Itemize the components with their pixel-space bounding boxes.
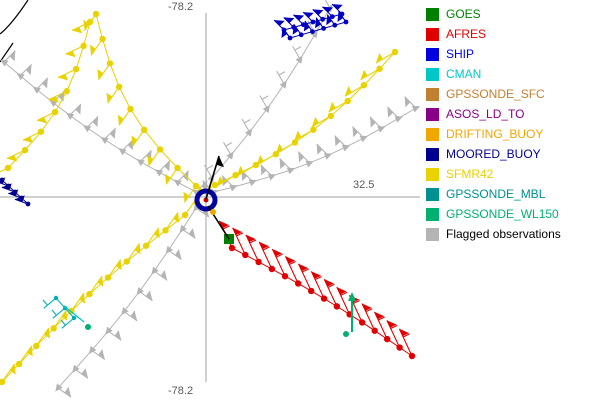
legend-swatch-icon	[426, 188, 439, 201]
legend-swatch-icon	[426, 208, 439, 221]
legend-label: Flagged observations	[446, 227, 561, 241]
observation-plot-svg[interactable]	[0, 0, 420, 400]
legend-swatch-icon	[426, 108, 439, 121]
moored-buoy-center	[194, 188, 218, 212]
longitude-label-top: -78.2	[168, 1, 194, 13]
legend-swatch-icon	[426, 148, 439, 161]
track-sfmr42-arc-top-right	[195, 48, 399, 197]
legend-label: DRIFTING_BUOY	[446, 127, 544, 141]
legend-label: SHIP	[446, 47, 475, 61]
legend: GOES AFRES SHIP CMAN GPSSONDE_SFC ASOS_LD_TO D…	[426, 8, 561, 241]
legend-label: GPSSONDE_SFC	[446, 87, 545, 101]
gpssonde-wl150-dot-right	[343, 331, 349, 337]
longitude-label-bottom: -78.2	[168, 385, 194, 397]
track-gpssonde-mbl-lower-left	[42, 295, 77, 329]
station-markers	[63, 155, 356, 337]
legend-label: ASOS_LD_TO	[446, 107, 525, 121]
track-flagged-upper-right	[202, 96, 420, 197]
legend-item-goes: GOES	[426, 8, 561, 21]
legend-item-gpssonde-sfc: GPSSONDE_SFC	[426, 88, 561, 101]
map-plot[interactable]: -78.2 -78.2 32.5	[0, 0, 420, 400]
track-sfmr42-arc-left	[0, 18, 94, 180]
legend-label: SFMR42	[446, 167, 494, 181]
track-flagged-lower-left	[55, 203, 210, 398]
legend-label: GPSSONDE_WL150	[446, 207, 559, 221]
legend-item-gpssonde-mbl: GPSSONDE_MBL	[426, 188, 561, 201]
legend-swatch-icon	[426, 28, 439, 41]
legend-label: GOES	[446, 7, 481, 21]
legend-item-drifting-buoy: DRIFTING_BUOY	[426, 128, 561, 141]
legend-swatch-icon	[426, 128, 439, 141]
legend-label: GPSSONDE_MBL	[446, 187, 546, 201]
track-sfmr42-band-lower-left	[0, 196, 199, 386]
gpssonde-wl150-arrow	[348, 292, 356, 332]
legend-swatch-icon	[426, 168, 439, 181]
legend-swatch-icon	[426, 48, 439, 61]
center-red-dot	[203, 197, 209, 203]
track-ship-cluster-top-a	[273, 3, 345, 33]
legend-item-afres: AFRES	[426, 28, 561, 41]
legend-label: MOORED_BUOY	[446, 147, 541, 161]
legend-item-gpssonde-wl150: GPSSONDE_WL150	[426, 208, 561, 221]
legend-item-sfmr42: SFMR42	[426, 168, 561, 181]
legend-item-ship: SHIP	[426, 48, 561, 61]
track-flagged-upper-left	[0, 50, 208, 197]
center-black-barb	[205, 155, 224, 200]
legend-item-asos-ld-to: ASOS_LD_TO	[426, 108, 561, 121]
track-afres-band-lower-right	[218, 220, 416, 360]
cman-barb-lower-left	[63, 305, 85, 323]
track-flagged-top	[204, 0, 333, 183]
legend-item-moored-buoy: MOORED_BUOY	[426, 148, 561, 161]
legend-item-flagged-observations: Flagged observations	[426, 228, 561, 241]
legend-swatch-icon	[426, 68, 439, 81]
latitude-label: 32.5	[353, 179, 375, 191]
legend-swatch-icon	[426, 88, 439, 101]
track-sfmr42-arc-top-left	[83, 10, 200, 203]
track-ship-cluster-top-b	[281, 11, 349, 41]
drifting-buoy-center	[210, 209, 216, 215]
legend-label: AFRES	[446, 27, 487, 41]
track-moored-buoy-cluster-left	[0, 177, 31, 207]
legend-swatch-icon	[426, 8, 439, 21]
legend-swatch-icon	[426, 228, 439, 241]
legend-item-cman: CMAN	[426, 68, 561, 81]
gpssonde-wl150-dot-left	[85, 324, 91, 330]
legend-label: CMAN	[446, 67, 482, 81]
